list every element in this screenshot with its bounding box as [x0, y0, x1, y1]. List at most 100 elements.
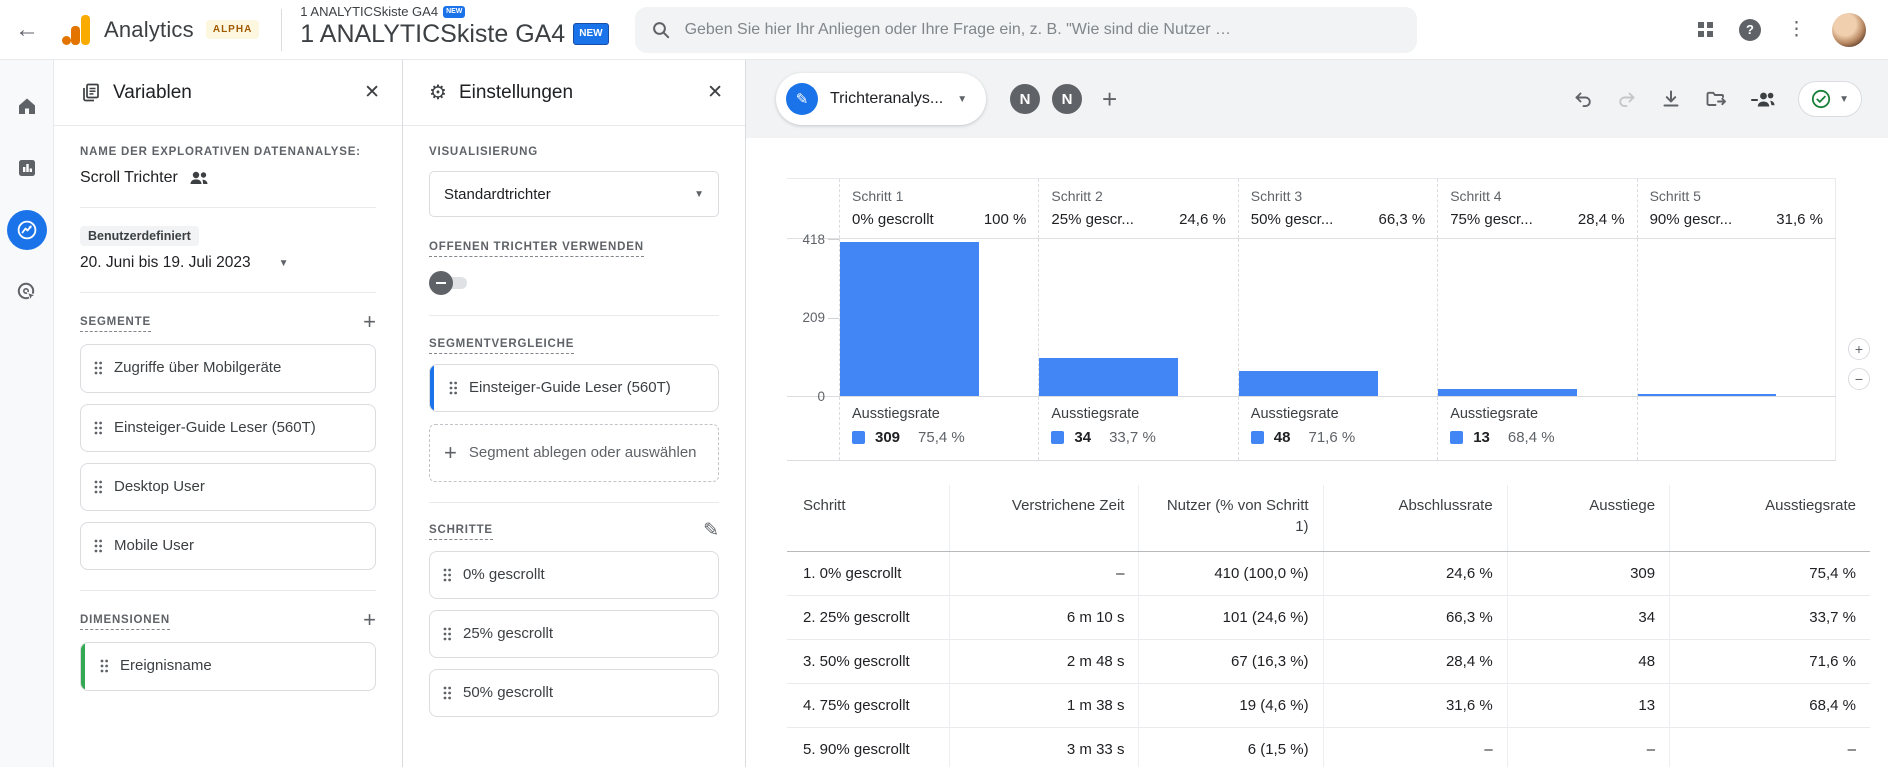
- shared-users-icon[interactable]: [188, 170, 210, 186]
- dimensions-section: DIMENSIONEN + Ereignisname: [80, 591, 376, 710]
- segment-drop-target[interactable]: + Segment ablegen oder auswählen: [429, 424, 719, 482]
- step-item[interactable]: 0% gescrollt: [429, 550, 719, 599]
- y-axis: 418 209 0: [787, 232, 839, 404]
- settings-panel: ⚙ Einstellungen ✕ VISUALISIERUNG Standar…: [403, 60, 746, 767]
- open-funnel-section: OFFENEN TRICHTER VERWENDEN: [429, 223, 719, 316]
- add-segment-icon[interactable]: +: [363, 309, 376, 335]
- funnel-step-header: Schritt 4 75% gescr... 28,4 %: [1437, 179, 1636, 238]
- apps-grid-icon[interactable]: [1698, 22, 1713, 37]
- segment-compare-heading: SEGMENTVERGLEICHE: [429, 337, 575, 354]
- exploration-canvas: ✎ Trichteranalys... ▼ N N +: [746, 60, 1888, 767]
- help-icon[interactable]: ?: [1739, 18, 1761, 41]
- dimension-item[interactable]: Ereignisname: [80, 642, 376, 691]
- drag-handle-icon[interactable]: [448, 380, 458, 396]
- axis-spacer: [787, 397, 839, 460]
- avatar[interactable]: [1832, 12, 1866, 47]
- funnel-step-header: Schritt 5 90% gescr... 31,6 %: [1636, 179, 1836, 238]
- steps-heading: SCHRITTE: [429, 522, 493, 540]
- step-item[interactable]: 50% gescrollt: [429, 669, 719, 718]
- undo-icon[interactable]: [1572, 88, 1594, 110]
- column-header-nutzer: Nutzer (% von Schritt 1): [1138, 485, 1324, 552]
- segment-item[interactable]: Zugriffe über Mobilgeräte: [80, 344, 376, 393]
- chevron-down-icon: ▼: [278, 257, 289, 269]
- drag-handle-icon[interactable]: [442, 685, 452, 701]
- chevron-down-icon: ▼: [694, 188, 704, 200]
- table-row: 2. 25% gescrollt 6 m 10 s 101 (24,6 %) 66,3…: [787, 595, 1870, 640]
- search-input[interactable]: [684, 20, 1401, 39]
- drag-handle-icon[interactable]: [93, 420, 103, 436]
- download-icon[interactable]: [1660, 88, 1682, 110]
- date-type-chip: Benutzerdefiniert: [80, 226, 199, 247]
- settings-panel-title: Einstellungen: [458, 81, 574, 103]
- drag-handle-icon[interactable]: [442, 626, 452, 642]
- close-settings-icon[interactable]: ✕: [707, 82, 723, 103]
- segment-label: Zugriffe über Mobilgeräte: [114, 359, 282, 377]
- segment-compare-section: SEGMENTVERGLEICHE Einsteiger-Guide Leser…: [429, 316, 719, 503]
- zoom-out-icon[interactable]: −: [1848, 368, 1870, 390]
- variables-icon: [83, 83, 99, 102]
- legend-swatch: [1450, 431, 1464, 444]
- table-row: 4. 75% gescrollt 1 m 38 s 19 (4,6 %) 31,6 %…: [787, 683, 1870, 728]
- funnel-bar-step-2[interactable]: [1039, 358, 1179, 396]
- tab-funnel-exploration[interactable]: ✎ Trichteranalys... ▼: [776, 73, 986, 125]
- funnel-bar-step-5[interactable]: [1637, 393, 1776, 396]
- back-arrow-icon[interactable]: ←: [0, 0, 54, 60]
- funnel-chart: Schritt 1 0% gescrollt 100 % Schritt 2 25…: [787, 178, 1836, 461]
- funnel-bar-step-3[interactable]: [1238, 370, 1378, 396]
- new-badge-small: NEW: [443, 6, 466, 19]
- reports-icon[interactable]: [7, 148, 47, 188]
- edit-pencil-icon: ✎: [786, 83, 818, 115]
- export-icon[interactable]: [1704, 88, 1728, 110]
- step-item[interactable]: 25% gescrollt: [429, 609, 719, 659]
- column-header-abschlussrate: Abschlussrate: [1322, 485, 1508, 552]
- zoom-in-icon[interactable]: +: [1848, 338, 1870, 360]
- open-funnel-label: OFFENEN TRICHTER VERWENDEN: [429, 241, 644, 258]
- property-selector[interactable]: 1 ANALYTICSkiste GA4 NEW 1 ANALYTICSkist…: [300, 4, 609, 49]
- segment-compare-item[interactable]: Einsteiger-Guide Leser (560T): [429, 363, 719, 412]
- funnel-bar-step-4[interactable]: [1438, 388, 1578, 396]
- exit-rate-card: Ausstiegsrate 13 68,4 %: [1437, 397, 1636, 460]
- drag-handle-icon[interactable]: [93, 479, 103, 495]
- add-tab-button[interactable]: +: [1102, 83, 1118, 114]
- edit-steps-icon[interactable]: ✎: [703, 519, 719, 541]
- exploration-name-section: NAME DER EXPLORATIVEN DATENANALYSE: Scro…: [80, 126, 376, 209]
- funnel-step-header: Schritt 3 50% gescr... 66,3 %: [1237, 179, 1437, 238]
- alpha-badge: ALPHA: [205, 20, 260, 39]
- report-sheet: Schritt 1 0% gescrollt 100 % Schritt 2 25…: [746, 138, 1888, 767]
- redo-icon[interactable]: [1616, 88, 1638, 110]
- home-icon[interactable]: [7, 86, 47, 126]
- explore-icon[interactable]: [6, 210, 47, 250]
- drag-handle-icon[interactable]: [442, 567, 452, 583]
- drag-handle-icon[interactable]: [93, 360, 103, 376]
- chart-zoom-controls: + −: [1848, 338, 1870, 390]
- status-check-button[interactable]: ▼: [1798, 81, 1862, 117]
- exit-rate-card: Ausstiegsrate 34 33,7 %: [1038, 397, 1237, 460]
- tab-strip: ✎ Trichteranalys... ▼ N N +: [746, 60, 1888, 138]
- date-range-section: Benutzerdefiniert 20. Juni bis 19. Juli …: [80, 208, 376, 294]
- legend-swatch: [1051, 431, 1065, 444]
- exploration-name-value[interactable]: Scroll Trichter: [80, 169, 178, 187]
- share-people-icon[interactable]: [1750, 89, 1776, 109]
- funnel-bar-step-1[interactable]: [840, 242, 979, 396]
- segment-item[interactable]: Mobile User: [80, 522, 376, 571]
- open-funnel-toggle[interactable]: [429, 270, 469, 295]
- search-icon: [652, 21, 669, 38]
- segment-item[interactable]: Einsteiger-Guide Leser (560T): [80, 403, 376, 452]
- variables-panel: Variablen ✕ NAME DER EXPLORATIVEN DATENA…: [54, 60, 403, 767]
- close-variables-icon[interactable]: ✕: [364, 82, 380, 103]
- date-range-selector[interactable]: 20. Juni bis 19. Juli 2023 ▼: [80, 254, 289, 272]
- add-dimension-icon[interactable]: +: [363, 607, 376, 633]
- segment-label: Einsteiger-Guide Leser (560T): [114, 418, 316, 436]
- advertising-icon[interactable]: [7, 272, 47, 312]
- variables-panel-title: Variablen: [113, 81, 192, 103]
- drag-handle-icon[interactable]: [93, 538, 103, 554]
- canvas-toolbar: ▼: [1572, 81, 1862, 117]
- segment-item[interactable]: Desktop User: [80, 462, 376, 511]
- search-bar[interactable]: [634, 6, 1417, 53]
- drag-handle-icon[interactable]: [99, 658, 109, 674]
- visualization-select[interactable]: Standardtrichter ▼: [429, 171, 719, 218]
- visualization-section: VISUALISIERUNG Standardtrichter ▼: [429, 126, 719, 223]
- kebab-menu-icon[interactable]: ⋮: [1787, 19, 1806, 40]
- divider: [281, 8, 283, 51]
